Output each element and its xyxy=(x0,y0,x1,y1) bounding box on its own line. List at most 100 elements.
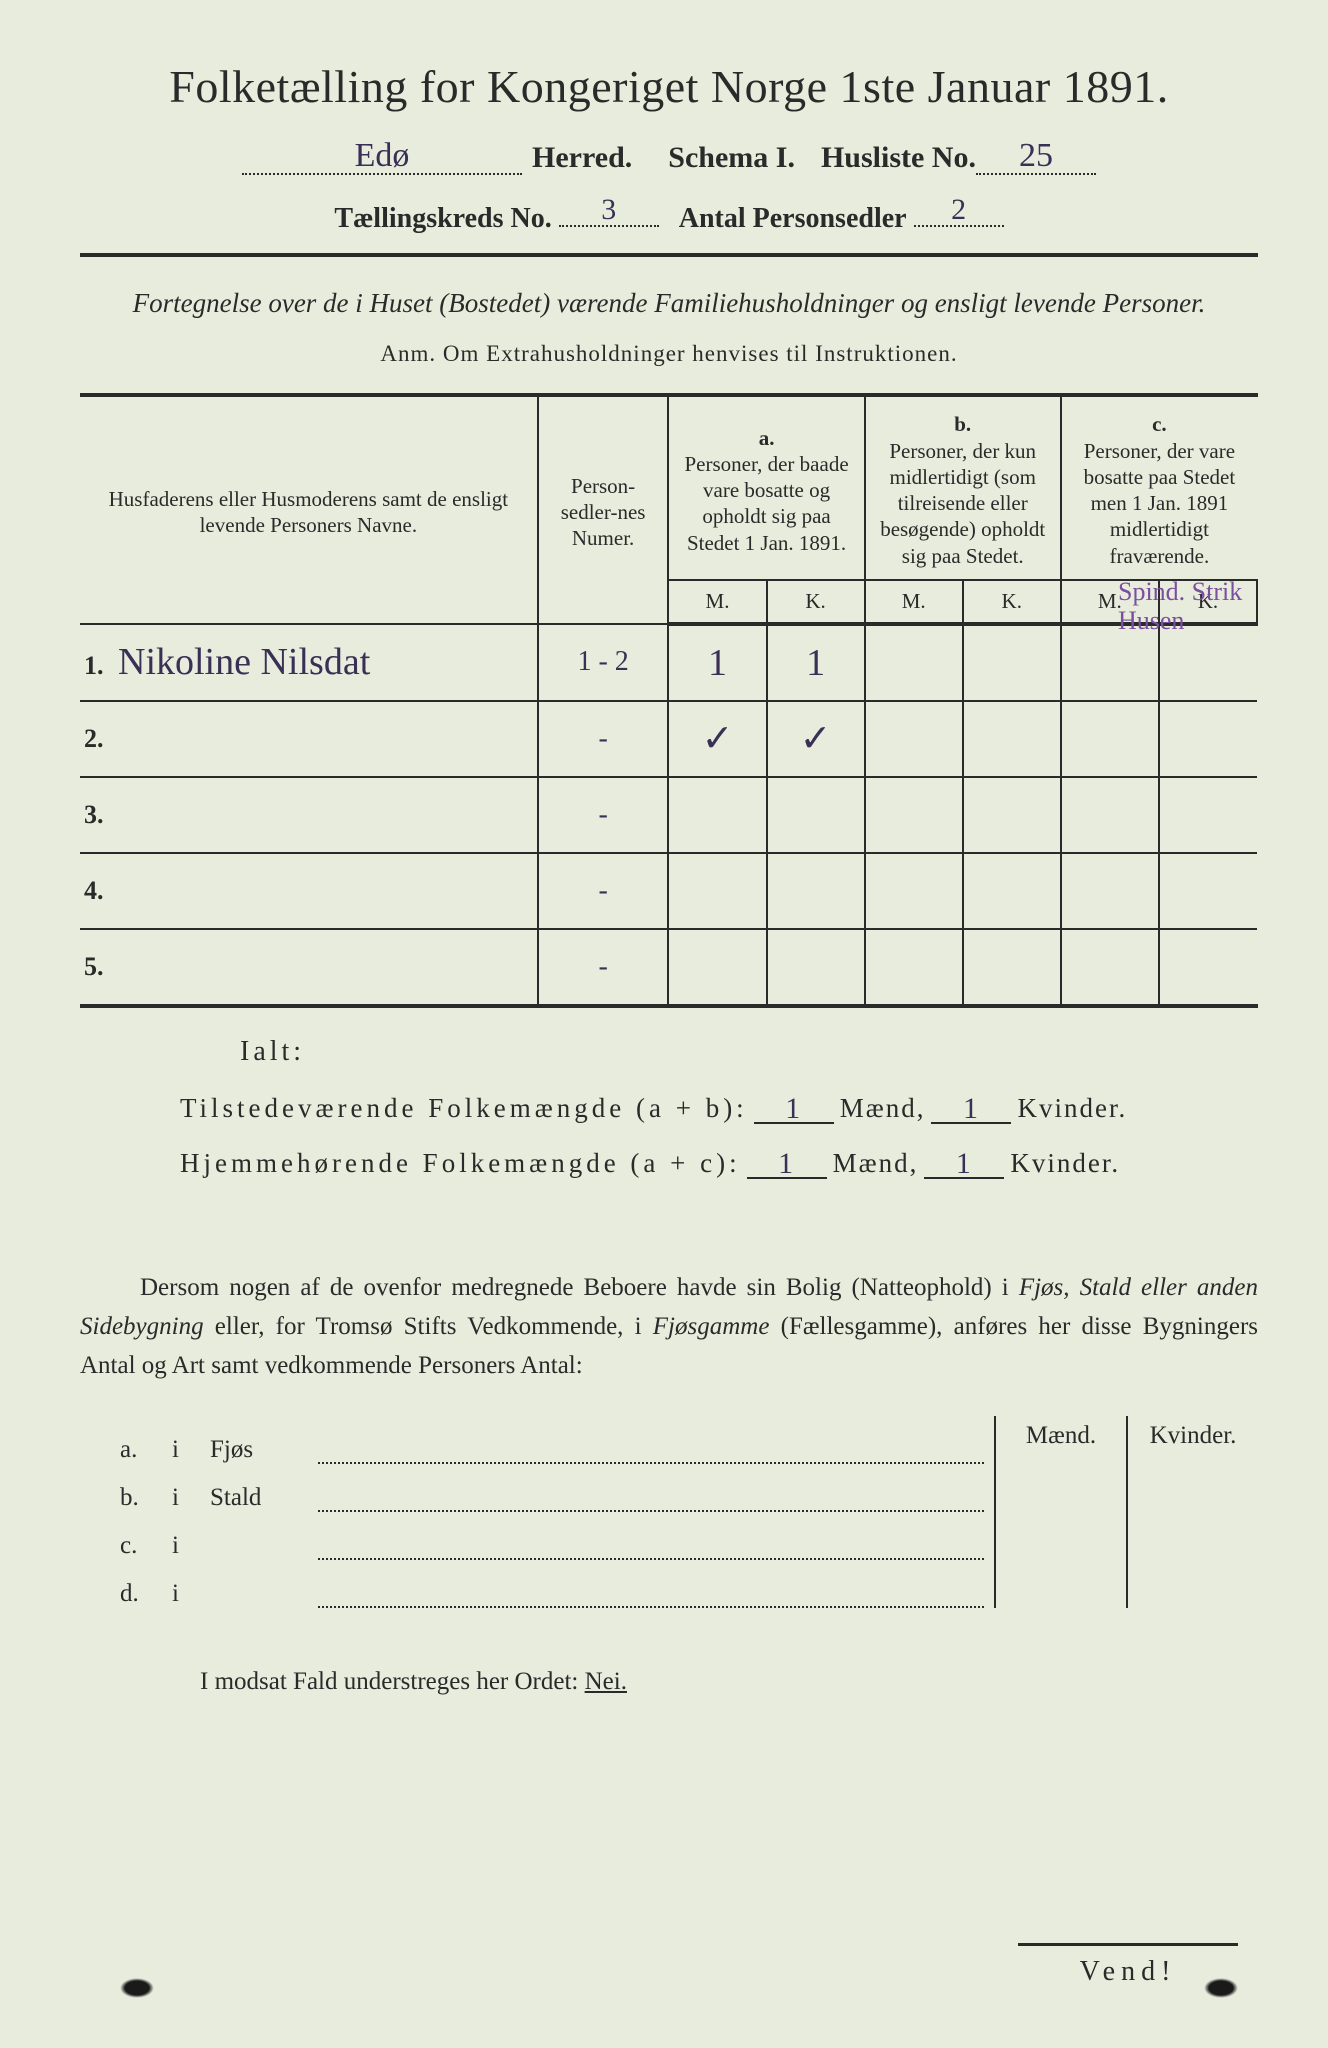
main-table-wrap: Husfaderens eller Husmoderens samt de en… xyxy=(80,393,1258,1008)
cell-c-m xyxy=(1061,624,1159,701)
lower-row-i: i xyxy=(172,1532,192,1560)
cell-a-k: ✓ xyxy=(767,701,865,777)
kreds-label: Tællingskreds No. xyxy=(334,203,551,234)
col-c: c. Personer, der vare bosatte paa Stedet… xyxy=(1061,397,1257,580)
cell-c-k xyxy=(1159,777,1257,853)
cell-numer: - xyxy=(538,929,669,1004)
row-number: 2. xyxy=(84,724,118,754)
lower-row-letter: b. xyxy=(120,1484,154,1512)
cell-a-m: 1 xyxy=(668,624,766,701)
sum1-m-val: 1 xyxy=(785,1092,802,1126)
cell-b-k xyxy=(963,624,1061,701)
lower-block: a.iFjøs b. i Stald c. i d. i Mænd. Kvinder. xyxy=(80,1416,1258,1608)
cell-b-k xyxy=(963,777,1061,853)
main-table: Husfaderens eller Husmoderens samt de en… xyxy=(80,397,1258,1004)
col-b: b. Personer, der kun midlertidigt (som t… xyxy=(865,397,1061,580)
cell-c-m xyxy=(1061,701,1159,777)
cell-a-m xyxy=(668,777,766,853)
lower-row: b. i Stald xyxy=(120,1484,994,1512)
cell-numer: - xyxy=(538,853,669,929)
sum2-m-val: 1 xyxy=(778,1147,795,1181)
cell-numer: - xyxy=(538,701,669,777)
subtitle: Fortegnelse over de i Huset (Bostedet) v… xyxy=(80,285,1258,321)
punch-hole-icon xyxy=(1204,1978,1238,1998)
kreds-no-handwritten: 3 xyxy=(601,193,616,227)
cell-a-k xyxy=(767,853,865,929)
row-number: 1. xyxy=(84,651,118,681)
lower-row-name: Fjøs xyxy=(210,1436,300,1464)
col-a-head: a. xyxy=(759,426,775,450)
row-number: 5. xyxy=(84,952,118,982)
sum-line-1: Tilstedeværende Folkemængde (a + b): 1 M… xyxy=(180,1092,1258,1124)
sum2-label: Hjemmehørende Folkemængde (a + c): xyxy=(180,1148,741,1179)
col-b-m: M. xyxy=(865,580,963,624)
nei-word: Nei. xyxy=(585,1668,627,1695)
cell-c-m xyxy=(1061,853,1159,929)
table-row: 3. - xyxy=(80,777,1257,853)
cell-c-m xyxy=(1061,777,1159,853)
table-row: 4. - xyxy=(80,853,1257,929)
cell-b-m xyxy=(865,929,963,1004)
lower-row: a.iFjøs xyxy=(120,1436,994,1464)
cell-c-k xyxy=(1159,853,1257,929)
lower-row-letter: a. xyxy=(120,1436,154,1464)
lower-row: d. i xyxy=(120,1580,994,1608)
sum1-m-lbl: Mænd, xyxy=(840,1093,926,1124)
margin-note-handwritten: Spind. Strik Husen xyxy=(1118,578,1268,635)
cell-a-k: 1 xyxy=(767,624,865,701)
cell-a-m xyxy=(668,929,766,1004)
dotted-fill xyxy=(318,1581,984,1608)
col-c-head: c. xyxy=(1152,412,1167,436)
sum1-label: Tilstedeværende Folkemængde (a + b): xyxy=(180,1093,748,1124)
header-line-3: Tællingskreds No. 3 Antal Personsedler 2 xyxy=(80,197,1258,235)
dotted-fill xyxy=(318,1533,984,1560)
antal-handwritten: 2 xyxy=(951,193,966,227)
cell-numer: - xyxy=(538,777,669,853)
cell-b-m xyxy=(865,777,963,853)
row-number: 4. xyxy=(84,876,118,906)
col-a-k: K. xyxy=(767,580,865,624)
lower-right: Mænd. Kvinder. xyxy=(994,1416,1258,1608)
lower-row-letter: c. xyxy=(120,1532,154,1560)
sum-line-2: Hjemmehørende Folkemængde (a + c): 1 Mæn… xyxy=(180,1148,1258,1180)
cell-numer: 1 - 2 xyxy=(538,624,669,701)
cell-b-k xyxy=(963,853,1061,929)
para-t1: Dersom nogen af de ovenfor medregnede Be… xyxy=(140,1274,1019,1301)
lower-left: a.iFjøs b. i Stald c. i d. i xyxy=(80,1416,994,1608)
col-a-text: Personer, der baade vare bosatte og opho… xyxy=(684,452,848,555)
col-c-text: Personer, der vare bosatte paa Stedet me… xyxy=(1084,439,1236,568)
anm-note: Anm. Om Extrahusholdninger henvises til … xyxy=(80,341,1258,367)
cell-b-m xyxy=(865,853,963,929)
sum2-k-val: 1 xyxy=(956,1147,973,1181)
cell-c-k xyxy=(1159,701,1257,777)
dotted-fill xyxy=(318,1437,984,1464)
row-number: 3. xyxy=(84,800,118,830)
cell-b-k xyxy=(963,929,1061,1004)
dotted-fill xyxy=(318,1485,984,1512)
table-row: 5. - xyxy=(80,929,1257,1004)
cell-a-m xyxy=(668,853,766,929)
cell-c-k xyxy=(1159,624,1257,701)
cell-a-m: ✓ xyxy=(668,701,766,777)
divider xyxy=(80,253,1258,257)
lower-row-letter: d. xyxy=(120,1580,154,1608)
vend-label: Vend! xyxy=(1018,1943,1238,1988)
col-numer: Person-sedler-nes Numer. xyxy=(538,397,669,624)
table-row: 2.-✓✓ xyxy=(80,701,1257,777)
cell-b-m xyxy=(865,701,963,777)
nei-line: I modsat Fald understreges her Ordet: Ne… xyxy=(200,1668,1258,1696)
herred-label: Herred. xyxy=(522,141,642,175)
para-i2: Fjøsgamme xyxy=(653,1313,770,1340)
sum2-k-lbl: Kvinder. xyxy=(1010,1148,1120,1179)
table-row: 1.Nikoline Nilsdat1 - 211 xyxy=(80,624,1257,701)
lower-row-name: Stald xyxy=(210,1484,300,1512)
antal-label: Antal Personsedler xyxy=(679,203,907,234)
col-b-k: K. xyxy=(963,580,1061,624)
col-a-m: M. xyxy=(668,580,766,624)
husliste-label: Husliste No. xyxy=(821,141,976,175)
sum1-k-lbl: Kvinder. xyxy=(1017,1093,1127,1124)
lower-row-i: i xyxy=(172,1484,192,1512)
cell-b-k xyxy=(963,701,1061,777)
paragraph: Dersom nogen af de ovenfor medregnede Be… xyxy=(80,1269,1258,1385)
lower-row-i: i xyxy=(172,1580,192,1608)
